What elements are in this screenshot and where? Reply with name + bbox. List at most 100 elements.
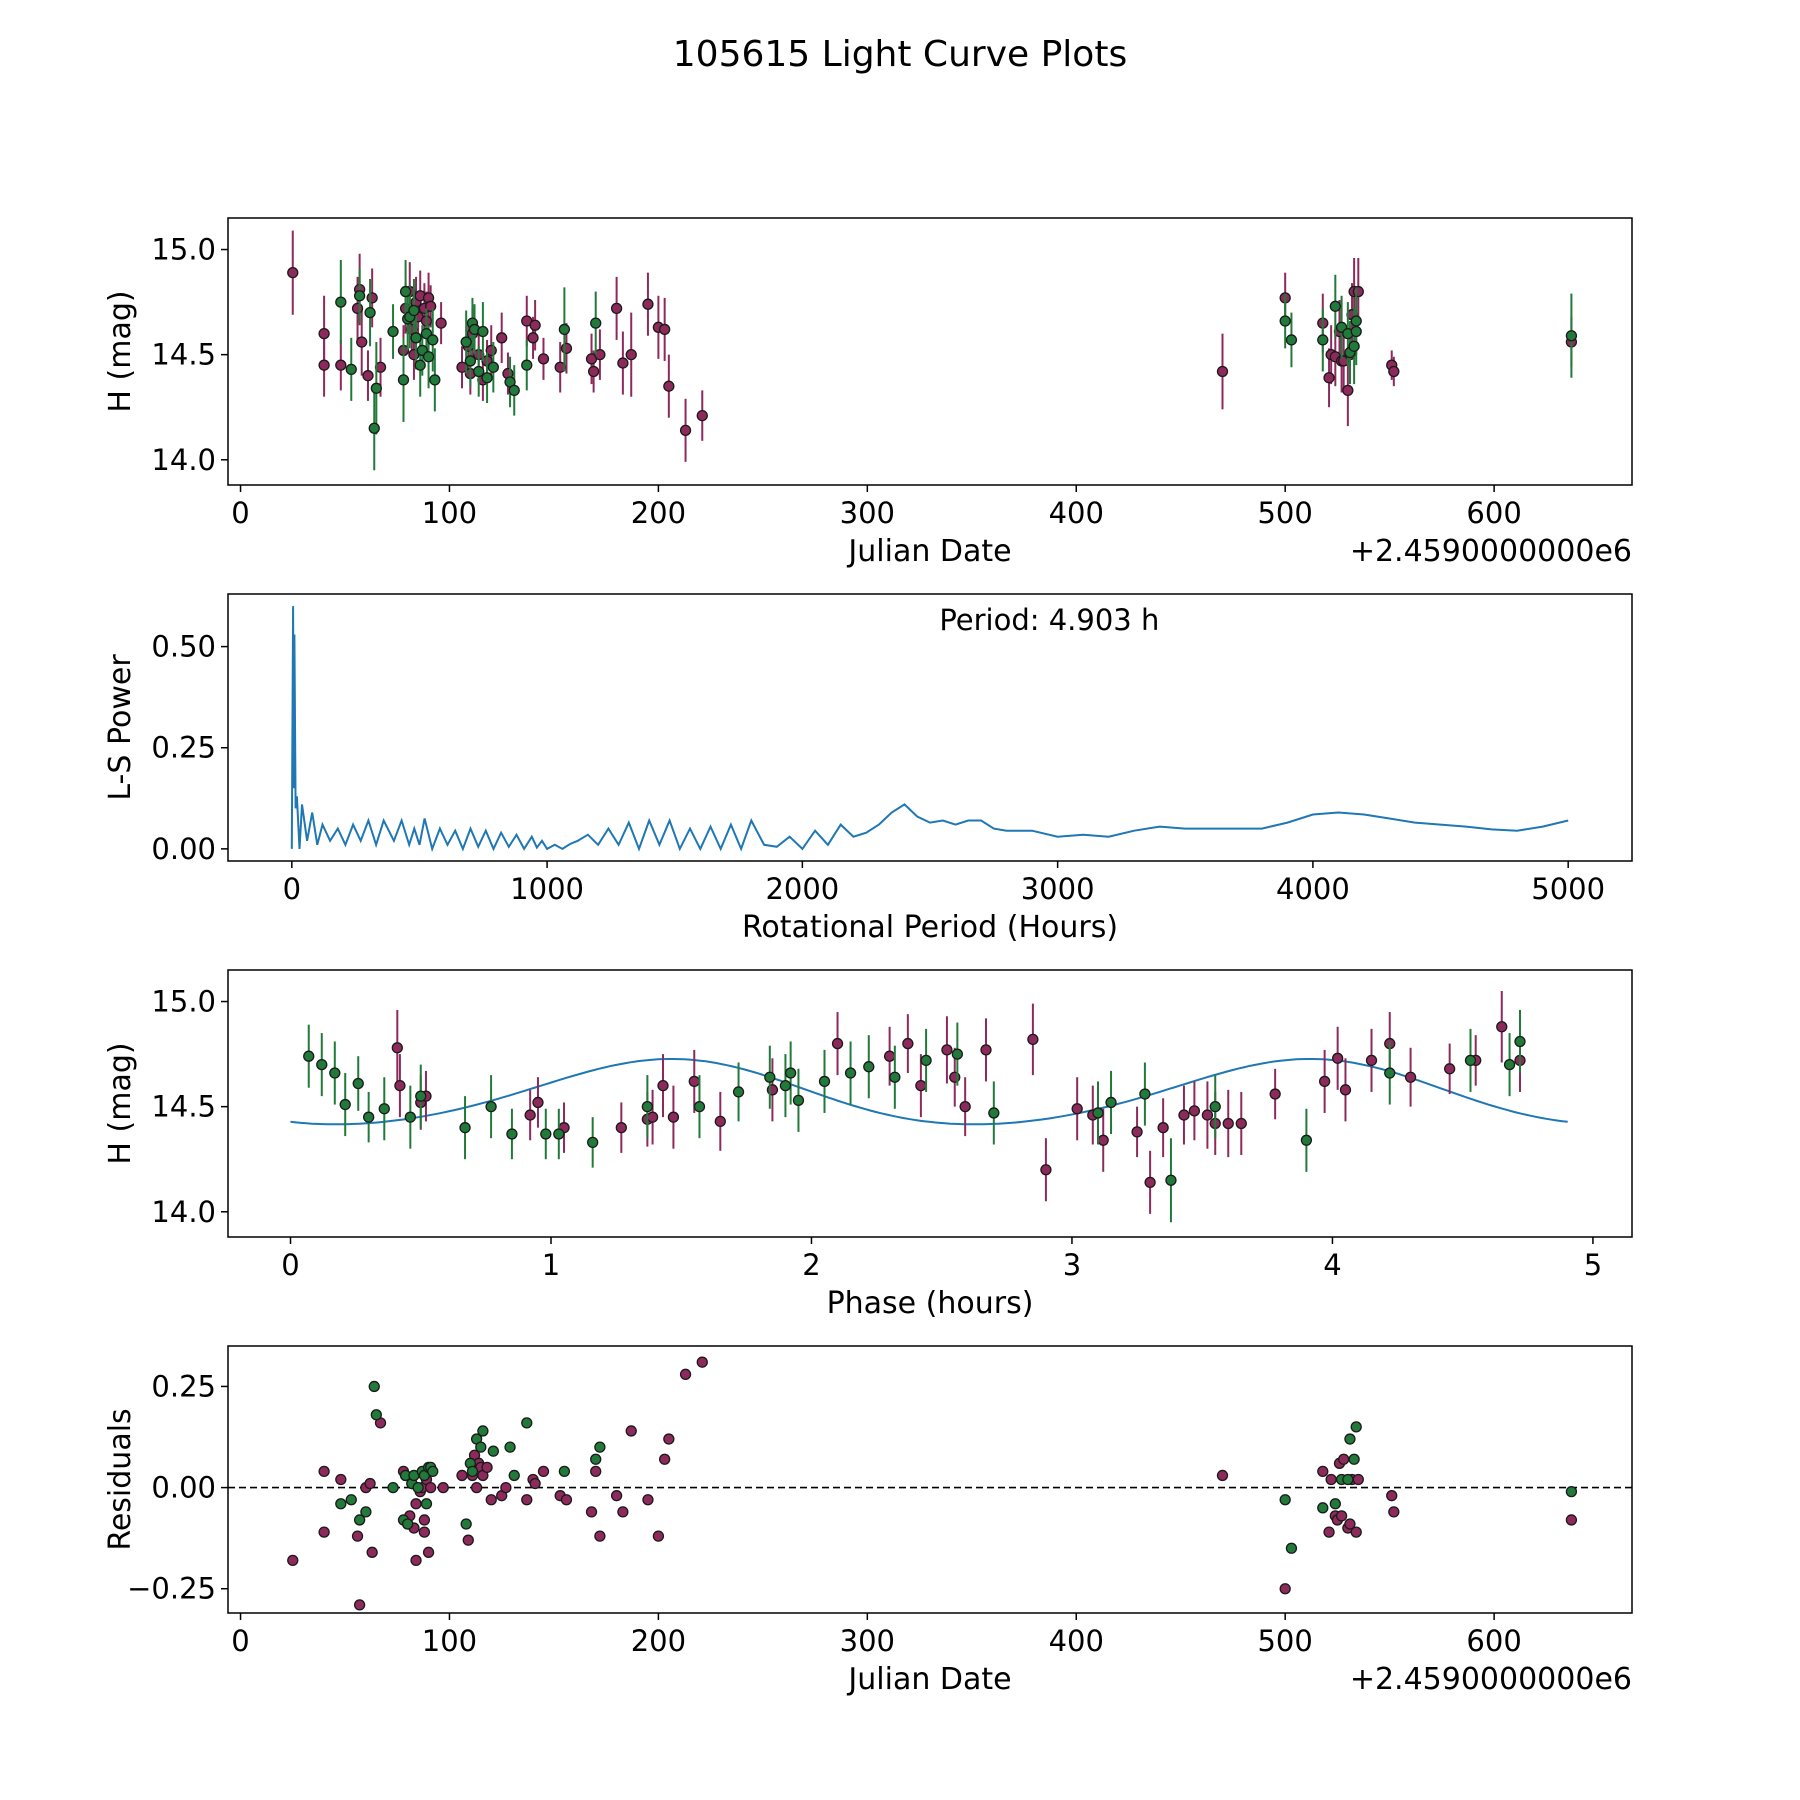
period-annotation: Period: 4.903 h	[939, 603, 1159, 637]
data-point	[889, 1071, 901, 1083]
data-point	[657, 1079, 669, 1092]
data-point	[641, 1101, 654, 1113]
data-point	[1496, 1021, 1508, 1033]
data-point	[610, 1490, 623, 1502]
data-point	[594, 1441, 606, 1453]
panel-periodogram: 0 1000 2000 3000 4000 5000 0.00 0.25 0.50 Rotatio…	[103, 593, 1633, 945]
data-point	[420, 1498, 433, 1510]
data-point	[1131, 1126, 1143, 1138]
data-point	[481, 1461, 493, 1474]
x-tick-label: 2000	[765, 872, 839, 906]
x-tick-label: 400	[1049, 1624, 1104, 1658]
data-point	[462, 1534, 474, 1546]
data-point	[1144, 1176, 1156, 1188]
data-point	[1514, 1035, 1526, 1048]
data-layer	[290, 606, 1569, 853]
data-point	[587, 1136, 599, 1149]
data-point	[1105, 1096, 1117, 1109]
data-point	[1040, 1164, 1052, 1176]
series-purple	[391, 991, 1526, 1214]
x-axis-label: Julian Date	[846, 1662, 1011, 1697]
data-point	[732, 1086, 745, 1098]
data-point	[477, 325, 489, 338]
data-point	[1165, 1174, 1177, 1186]
data-point	[1342, 1473, 1354, 1486]
y-tick-label: 14.5	[151, 1090, 216, 1124]
data-point	[399, 285, 412, 298]
data-point	[459, 1122, 471, 1134]
data-point	[521, 359, 533, 371]
x-tick-label: 1	[542, 1248, 560, 1282]
series-green	[335, 260, 1578, 471]
data-point	[415, 1090, 427, 1102]
data-point	[537, 1465, 550, 1478]
data-point	[625, 349, 637, 361]
data-point	[410, 1498, 422, 1510]
data-point	[587, 365, 600, 378]
series-purple	[287, 230, 1578, 462]
data-point	[425, 1481, 437, 1494]
data-point	[1027, 1033, 1039, 1046]
data-point	[366, 1546, 378, 1558]
data-point	[688, 1075, 700, 1088]
data-point	[590, 317, 602, 329]
data-point	[351, 302, 364, 315]
data-point	[353, 1514, 366, 1526]
data-point	[339, 1098, 351, 1111]
data-point	[521, 1417, 533, 1429]
data-point	[1317, 334, 1329, 346]
data-point	[617, 1506, 629, 1518]
x-tick-label: 2	[802, 1248, 820, 1282]
data-point	[1350, 1421, 1362, 1433]
data-point	[1201, 1109, 1214, 1121]
y-tick-label: 0.25	[151, 1369, 216, 1403]
data-point	[435, 317, 447, 329]
data-point	[844, 1067, 857, 1079]
data-point	[362, 370, 374, 382]
data-point	[590, 1465, 602, 1478]
data-point	[351, 1530, 364, 1542]
x-tick-label: 600	[1466, 496, 1521, 530]
data-point	[418, 1526, 431, 1538]
data-point	[1352, 285, 1364, 298]
data-point	[1209, 1101, 1221, 1113]
data-point	[1300, 1134, 1313, 1146]
data-point	[500, 1481, 512, 1494]
data-point	[508, 384, 520, 397]
data-point	[1329, 1498, 1341, 1510]
data-point	[345, 1494, 357, 1506]
data-point	[485, 1494, 497, 1506]
data-point	[667, 1111, 680, 1123]
data-point	[1097, 1134, 1109, 1146]
data-point	[652, 1530, 665, 1542]
data-point	[477, 1425, 489, 1437]
data-point	[594, 1530, 606, 1542]
data-point	[387, 1481, 399, 1494]
x-tick-label: 5	[1584, 1248, 1602, 1282]
data-point	[391, 1042, 403, 1054]
data-point	[1348, 1453, 1360, 1465]
data-point	[429, 374, 441, 386]
data-point	[915, 1079, 927, 1092]
data-point	[1339, 1084, 1352, 1096]
data-point	[1279, 315, 1291, 327]
data-point	[524, 1109, 536, 1121]
data-point	[1157, 1122, 1169, 1134]
data-point	[679, 1368, 692, 1380]
data-point	[1139, 1088, 1151, 1100]
data-point	[466, 1465, 479, 1478]
data-point	[353, 290, 366, 302]
y-tick-label: 14.5	[151, 338, 216, 372]
data-point	[532, 1096, 544, 1109]
data-point	[696, 409, 708, 422]
data-point	[902, 1037, 914, 1050]
data-point	[329, 1067, 341, 1079]
data-point	[364, 1477, 376, 1490]
data-point	[352, 1077, 364, 1090]
series-purple	[287, 1356, 1578, 1611]
x-tick-label: 200	[631, 1624, 686, 1658]
data-point	[988, 1107, 1000, 1119]
data-point	[558, 1465, 571, 1478]
data-point	[558, 323, 571, 336]
data-point	[464, 355, 477, 367]
